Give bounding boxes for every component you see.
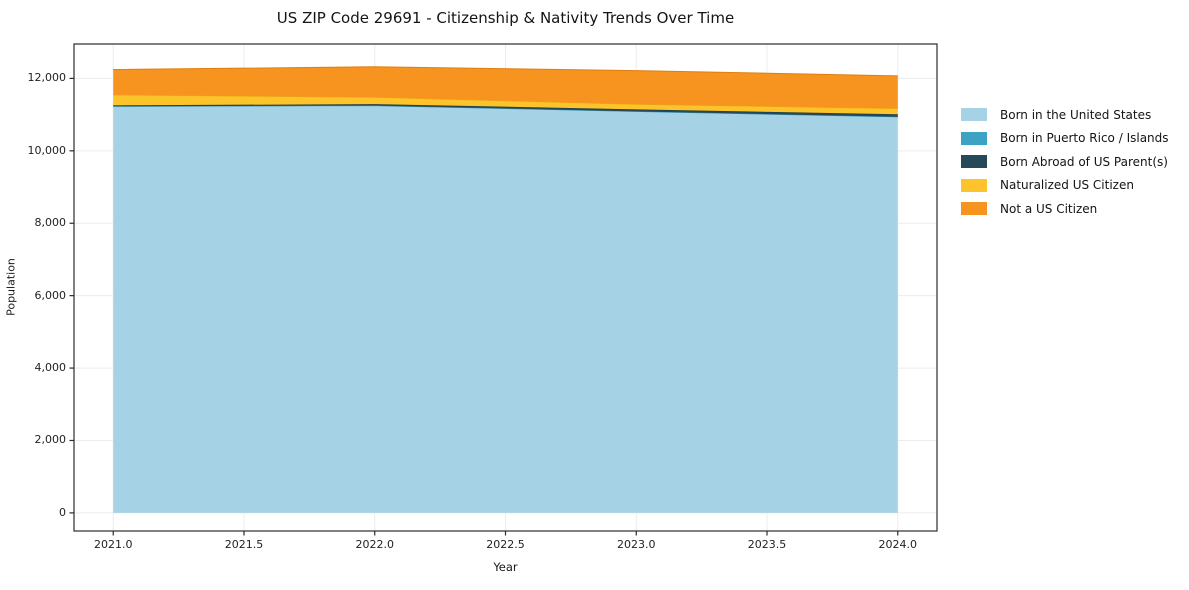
x-tick-label: 2023.5 — [747, 538, 787, 551]
area-born-in-the-united-states — [113, 105, 898, 513]
chart-title: US ZIP Code 29691 - Citizenship & Nativi… — [276, 9, 735, 27]
legend-item: Born Abroad of US Parent(s) — [961, 150, 1169, 174]
area-edge — [113, 66, 898, 77]
y-axis-label: Population — [4, 258, 18, 316]
area-naturalized-us-citizen — [113, 94, 898, 115]
y-tick-label: 0 — [59, 505, 66, 519]
area-not-a-us-citizen — [113, 66, 898, 109]
x-tick-label: 2021.0 — [93, 538, 133, 551]
y-tick-label: 6,000 — [34, 288, 67, 302]
legend-swatch-icon — [961, 178, 987, 192]
y-tick-label: 8,000 — [34, 216, 67, 230]
legend-label: Not a US Citizen — [1000, 201, 1098, 216]
legend-item: Born in the United States — [961, 103, 1169, 127]
x-tick-label: 2022.0 — [355, 538, 394, 551]
legend-item: Not a US Citizen — [961, 197, 1169, 221]
legend-label: Naturalized US Citizen — [1000, 178, 1134, 193]
legend-swatch-icon — [961, 108, 987, 122]
x-tick-label: 2022.5 — [486, 538, 525, 551]
legend-label: Born in the United States — [1000, 107, 1152, 122]
y-tick-label: 4,000 — [34, 361, 67, 375]
legend-swatch-icon — [961, 202, 987, 216]
x-axis-label: Year — [493, 560, 518, 574]
x-tick-label: 2023.0 — [617, 538, 656, 551]
y-tick-label: 10,000 — [27, 143, 67, 157]
y-tick-label: 2,000 — [34, 433, 67, 447]
x-tick-label: 2024.0 — [878, 538, 918, 551]
legend: Born in the United States Born in Puerto … — [961, 103, 1169, 221]
legend-item: Born in Puerto Rico / Islands — [961, 127, 1169, 151]
y-tick-label: 12,000 — [27, 71, 67, 85]
x-tick-label: 2021.5 — [224, 538, 264, 551]
legend-label: Born in Puerto Rico / Islands — [1000, 131, 1169, 146]
legend-item: Naturalized US Citizen — [961, 174, 1169, 198]
legend-swatch-icon — [961, 131, 987, 145]
legend-label: Born Abroad of US Parent(s) — [1000, 154, 1168, 169]
legend-swatch-icon — [961, 155, 987, 169]
